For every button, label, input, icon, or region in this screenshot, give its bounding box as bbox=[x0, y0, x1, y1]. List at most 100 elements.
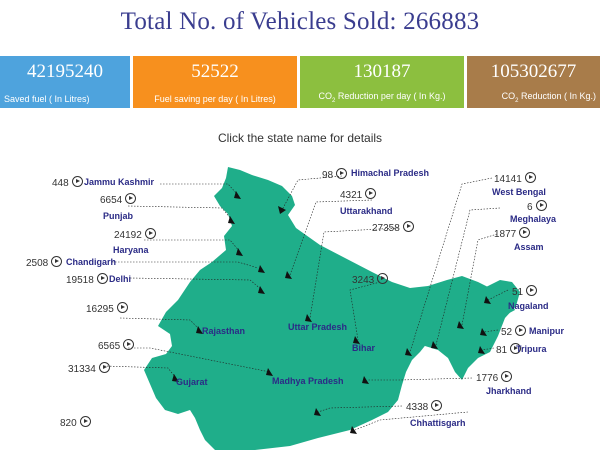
play-icon[interactable] bbox=[526, 285, 538, 296]
stat-saved-fuel: 42195240 Saved fuel ( In Litres) bbox=[0, 56, 130, 108]
leader-chandigarh bbox=[112, 261, 259, 269]
play-icon[interactable] bbox=[515, 325, 527, 336]
arrowhead bbox=[278, 206, 286, 214]
state-name-west-bengal[interactable]: West Bengal bbox=[492, 187, 546, 197]
arrowhead bbox=[405, 348, 412, 356]
stat-label: Saved fuel ( In Litres) bbox=[4, 94, 90, 104]
arrowhead bbox=[484, 296, 491, 304]
state-value-rajasthan[interactable]: 16295 bbox=[86, 302, 128, 315]
state-value-jharkhand[interactable]: 1776 bbox=[476, 371, 513, 384]
stat-value: 130187 bbox=[353, 61, 411, 82]
play-icon[interactable] bbox=[431, 400, 443, 411]
play-icon[interactable] bbox=[98, 362, 110, 373]
leader-punjab bbox=[127, 205, 233, 221]
state-name-punjab[interactable]: Punjab bbox=[103, 211, 134, 221]
play-icon[interactable] bbox=[510, 343, 522, 354]
state-name-uttar-pradesh[interactable]: Uttar Pradesh bbox=[288, 322, 348, 332]
state-value-uttarakhand[interactable]: 4321 bbox=[340, 188, 377, 201]
state-name-manipur[interactable]: Manipur bbox=[529, 326, 564, 336]
play-icon[interactable] bbox=[402, 221, 414, 232]
state-value-meghalaya[interactable]: 6 bbox=[527, 200, 547, 213]
state-value-himachal-pradesh[interactable]: 98 bbox=[322, 168, 348, 181]
stats-row: 42195240 Saved fuel ( In Litres) 52522 F… bbox=[0, 56, 600, 108]
leader-jharkhand bbox=[368, 377, 473, 381]
state-name-jammu-kashmir[interactable]: Jammu Kashmir bbox=[84, 177, 155, 187]
state-name-tripura[interactable]: Tripura bbox=[516, 344, 547, 354]
state-name-madhya-pradesh[interactable]: Madhya Pradesh bbox=[272, 376, 344, 386]
play-icon[interactable] bbox=[51, 256, 63, 267]
play-icon[interactable] bbox=[79, 416, 91, 427]
state-name-meghalaya[interactable]: Meghalaya bbox=[510, 214, 557, 224]
play-icon[interactable] bbox=[377, 273, 389, 284]
state-value-gujarat[interactable]: 31334 bbox=[68, 362, 110, 375]
leader-nagaland bbox=[487, 289, 509, 301]
leader-delhi bbox=[129, 277, 263, 291]
arrowhead bbox=[314, 408, 321, 416]
play-icon[interactable] bbox=[365, 188, 377, 199]
stat-label: Fuel saving per day ( In Litres) bbox=[154, 94, 276, 104]
leader-gujarat bbox=[103, 365, 177, 379]
state-value-manipur[interactable]: 52 bbox=[501, 325, 527, 338]
state-value-chandigarh[interactable]: 2508 bbox=[26, 256, 63, 269]
arrowhead bbox=[196, 326, 203, 334]
state-name-haryana[interactable]: Haryana bbox=[113, 245, 149, 255]
play-icon[interactable] bbox=[519, 227, 531, 238]
play-icon[interactable] bbox=[144, 228, 156, 239]
arrowhead bbox=[362, 376, 369, 384]
leader-chhattisgarh-a bbox=[317, 405, 403, 413]
state-name-chhattisgarh[interactable]: Chhattisgarh bbox=[410, 418, 466, 428]
state-value-tripura[interactable]: 81 bbox=[496, 343, 522, 356]
state-value-partial[interactable]: 820 bbox=[60, 416, 91, 429]
state-name-himachal-pradesh[interactable]: Himachal Pradesh bbox=[351, 168, 430, 178]
state-value-chhattisgarh[interactable]: 4338 bbox=[406, 400, 443, 413]
state-name-chandigarh[interactable]: Chandigarh bbox=[66, 257, 117, 267]
arrowheads bbox=[172, 191, 491, 434]
play-icon[interactable] bbox=[535, 200, 547, 211]
state-name-delhi[interactable]: Delhi bbox=[109, 274, 132, 284]
india-mainland-shape bbox=[144, 167, 515, 450]
play-icon[interactable] bbox=[125, 193, 137, 204]
stat-label: CO2 Reduction per day ( In Kg.) bbox=[318, 91, 446, 104]
play-icon[interactable] bbox=[96, 273, 108, 284]
state-name-assam[interactable]: Assam bbox=[514, 242, 544, 252]
leader-bihar bbox=[349, 281, 381, 341]
stat-value: 42195240 bbox=[27, 61, 103, 82]
play-icon[interactable] bbox=[501, 371, 513, 382]
state-value-haryana[interactable]: 24192 bbox=[114, 228, 156, 241]
play-icon[interactable] bbox=[123, 339, 135, 350]
state-value-madhya-pradesh[interactable]: 6565 bbox=[98, 339, 135, 352]
play-icon[interactable] bbox=[336, 168, 348, 179]
leader-himachal bbox=[281, 175, 343, 211]
leader-manipur bbox=[483, 329, 499, 333]
leader-uttar-pradesh bbox=[309, 227, 399, 319]
india-map bbox=[103, 167, 520, 450]
state-value-uttar-pradesh[interactable]: 27358 bbox=[372, 221, 414, 234]
leader-assam bbox=[461, 233, 498, 326]
leader-meghalaya bbox=[435, 207, 501, 346]
arrowhead bbox=[266, 368, 273, 376]
instruction-text: Click the state name for details bbox=[217, 131, 383, 145]
page-title: Total No. of Vehicles Sold: 266883 bbox=[120, 8, 480, 35]
stat-label: CO2 Reduction ( In Kg.) bbox=[501, 91, 596, 104]
state-value-punjab[interactable]: 6654 bbox=[100, 193, 137, 206]
arrowhead bbox=[258, 286, 265, 294]
play-icon[interactable] bbox=[71, 176, 83, 187]
state-name-gujarat[interactable]: Gujarat bbox=[176, 377, 208, 387]
state-value-west-bengal[interactable]: 14141 bbox=[494, 172, 536, 185]
stat-co2-total: 105302677 CO2 Reduction ( In Kg.) bbox=[467, 56, 600, 108]
state-name-bihar[interactable]: Bihar bbox=[352, 343, 376, 353]
state-name-nagaland[interactable]: Nagaland bbox=[508, 301, 549, 311]
state-value-nagaland[interactable]: 51 bbox=[512, 285, 538, 298]
state-value-assam[interactable]: 1877 bbox=[494, 227, 531, 240]
state-name-jharkhand[interactable]: Jharkhand bbox=[486, 386, 532, 396]
play-icon[interactable] bbox=[116, 302, 128, 313]
stat-value: 52522 bbox=[191, 61, 239, 82]
stat-co2-per-day: 130187 CO2 Reduction per day ( In Kg.) bbox=[300, 56, 464, 108]
state-value-delhi[interactable]: 19518 bbox=[66, 273, 108, 286]
state-value-jammu-kashmir[interactable]: 448 bbox=[52, 176, 83, 189]
northeast-shape bbox=[418, 280, 520, 380]
state-value-bihar[interactable]: 3243 bbox=[352, 273, 389, 286]
play-icon[interactable] bbox=[524, 172, 536, 183]
state-name-rajasthan[interactable]: Rajasthan bbox=[202, 326, 246, 336]
state-name-uttarakhand[interactable]: Uttarakhand bbox=[340, 206, 393, 216]
